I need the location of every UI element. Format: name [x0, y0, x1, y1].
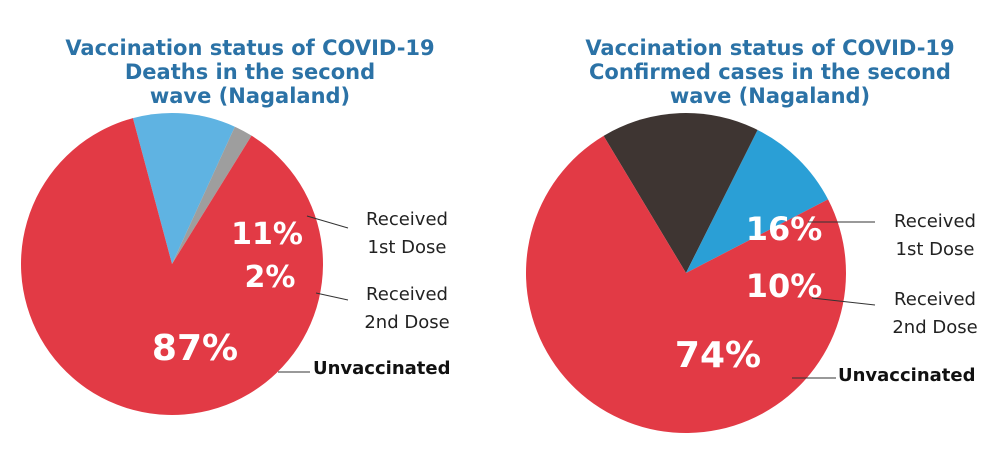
- callout-line-0-second_dose: [315, 292, 349, 301]
- pie-value-label-1-second_dose: 10%: [746, 267, 823, 305]
- pie-slice-0-first_dose: [132, 113, 235, 264]
- category-label-1-first_dose: Received 1st Dose: [894, 211, 976, 260]
- chart-title-cases: Vaccination status of COVID-19 Confirmed…: [585, 36, 955, 108]
- category-label-0-first_dose: Received 1st Dose: [366, 209, 448, 258]
- callout-line-1-second_dose: [811, 297, 876, 306]
- pie-value-label-0-second_dose: 2%: [245, 260, 296, 295]
- pie-value-label-0-first_dose: 11%: [231, 217, 303, 252]
- category-label-0-second_dose: Received 2nd Dose: [364, 284, 449, 333]
- category-label-0-unvaccinated: Unvaccinated: [313, 358, 450, 379]
- callout-line-0-first_dose: [306, 215, 349, 229]
- category-label-1-second_dose: Received 2nd Dose: [892, 289, 977, 338]
- pie-value-label-0-unvaccinated: 87%: [152, 328, 238, 369]
- pie-slice-1-second_dose: [686, 129, 829, 273]
- pie-value-label-1-first_dose: 16%: [746, 210, 823, 248]
- pie-slice-0-second_dose: [172, 126, 252, 265]
- category-label-1-unvaccinated: Unvaccinated: [838, 365, 975, 386]
- pie-value-label-1-unvaccinated: 74%: [675, 335, 761, 376]
- chart-title-deaths: Vaccination status of COVID-19 Deaths in…: [65, 36, 435, 108]
- pie-slice-1-first_dose: [603, 113, 758, 273]
- pie-slice-0-unvaccinated: [21, 118, 324, 416]
- pie-slice-1-unvaccinated: [525, 135, 846, 433]
